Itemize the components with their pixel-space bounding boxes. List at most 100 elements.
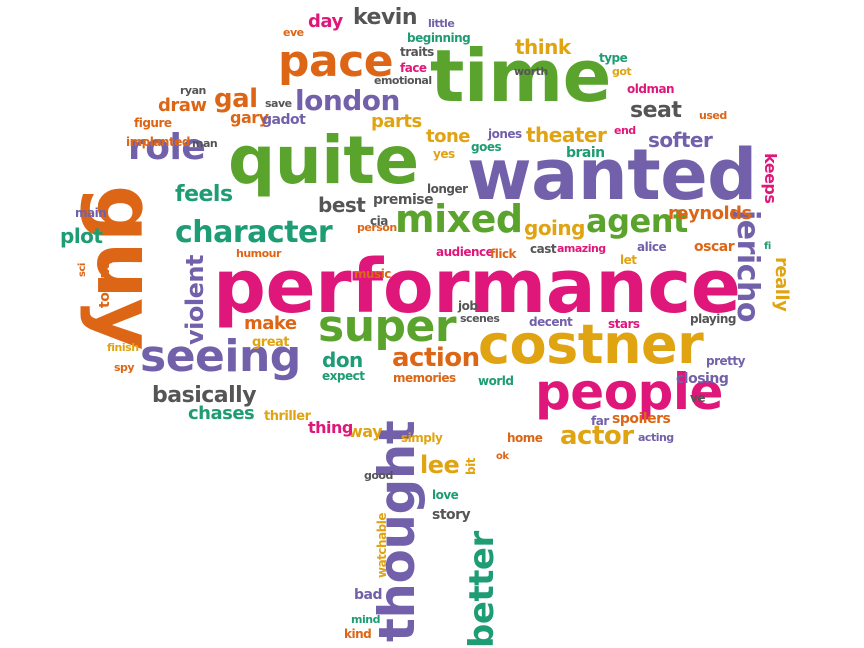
- word-keeps: keeps: [761, 153, 780, 204]
- word-feels: feels: [175, 182, 233, 207]
- word-plot: plot: [60, 224, 103, 248]
- word-role: role: [128, 127, 206, 168]
- word-wanted: wanted: [467, 134, 757, 216]
- word-good: good: [364, 469, 393, 482]
- word-decent: decent: [529, 315, 573, 329]
- word-brain: brain: [566, 145, 605, 161]
- word-spy: spy: [114, 361, 135, 374]
- word-draw: draw: [158, 95, 207, 116]
- word-jones: jones: [488, 127, 522, 141]
- word-closing: closing: [676, 371, 729, 387]
- word-type: type: [599, 51, 628, 65]
- word-better: better: [462, 531, 502, 648]
- word-little: little: [428, 17, 455, 30]
- word-gary: gary: [230, 108, 269, 127]
- word-chases: chases: [188, 403, 255, 424]
- word-ok: ok: [496, 451, 509, 462]
- word-main: main: [75, 206, 107, 220]
- word-really: really: [771, 257, 792, 312]
- word-emotional: emotional: [374, 74, 432, 87]
- word-finish: finish: [107, 341, 139, 354]
- word-jericho: jericho: [730, 210, 765, 322]
- word-bad: bad: [354, 587, 383, 603]
- word-end: end: [614, 124, 636, 137]
- word-best: best: [318, 193, 366, 217]
- word-alice: alice: [637, 240, 667, 254]
- word-music: music: [354, 267, 391, 281]
- word-eve: eve: [283, 26, 304, 39]
- word-fi: fi: [764, 241, 771, 252]
- word-going: going: [524, 216, 585, 240]
- word-thriller: thriller: [264, 409, 311, 424]
- word-time: time: [430, 34, 611, 118]
- word-simply: simply: [401, 431, 443, 445]
- word-gal: gal: [214, 84, 258, 114]
- word-costner: costner: [478, 313, 704, 376]
- word-yes: yes: [433, 147, 455, 161]
- word-mind: mind: [351, 613, 380, 626]
- word-beginning: beginning: [407, 31, 471, 45]
- word-kind: kind: [344, 627, 372, 641]
- word-cia: cia: [370, 214, 388, 228]
- word-used: used: [699, 109, 727, 122]
- word-parts: parts: [371, 111, 422, 132]
- word-violent: violent: [181, 255, 209, 345]
- word-playing: playing: [690, 312, 737, 326]
- word-far: far: [591, 414, 609, 428]
- word-amazing: amazing: [557, 242, 606, 255]
- word-pretty: pretty: [706, 354, 745, 368]
- word-expect: expect: [322, 369, 365, 383]
- word-man: man: [192, 137, 218, 150]
- word-worth: worth: [514, 65, 548, 78]
- word-think: think: [515, 35, 571, 59]
- word-premise: premise: [373, 192, 434, 208]
- word-action: action: [392, 343, 480, 373]
- word-make: make: [244, 313, 297, 334]
- word-scenes: scenes: [460, 312, 500, 325]
- word-cast: cast: [530, 242, 557, 256]
- word-london: london: [295, 84, 400, 117]
- word-watchable: watchable: [375, 512, 389, 578]
- word-great: great: [252, 335, 290, 350]
- word-longer: longer: [427, 182, 468, 196]
- word-reynolds: reynolds: [668, 203, 752, 224]
- word-implanted: implanted: [126, 135, 190, 149]
- word-acting: acting: [638, 431, 674, 444]
- word-let: let: [620, 253, 637, 267]
- word-person: person: [357, 221, 397, 234]
- word-ryan: ryan: [180, 84, 206, 97]
- word-actor: actor: [560, 421, 634, 451]
- word-flick: flick: [490, 247, 517, 261]
- word-lee: lee: [420, 451, 460, 479]
- word-theater: theater: [526, 123, 607, 147]
- word-bit: bit: [464, 458, 478, 475]
- word-quite: quite: [228, 122, 419, 199]
- word-memories: memories: [393, 371, 456, 385]
- word-sci: sci: [77, 263, 88, 277]
- word-oscar: oscar: [694, 239, 735, 255]
- word-kevin: kevin: [353, 5, 418, 30]
- word-seat: seat: [630, 98, 682, 123]
- word-performance: performance: [213, 244, 741, 330]
- word-character: character: [175, 215, 333, 250]
- word-don: don: [322, 348, 363, 372]
- word-mixed: mixed: [395, 197, 523, 241]
- word-super: super: [318, 301, 457, 352]
- word-got: got: [612, 65, 632, 78]
- word-save: save: [265, 97, 292, 110]
- word-spoilers: spoilers: [612, 411, 671, 427]
- word-gadot: gadot: [262, 112, 306, 128]
- word-figure: figure: [134, 116, 172, 130]
- word-day: day: [308, 11, 343, 32]
- word-story: story: [432, 507, 471, 523]
- word-softer: softer: [648, 128, 713, 152]
- word-thing: thing: [308, 418, 353, 437]
- word-world: world: [478, 374, 514, 388]
- word-way: way: [348, 422, 383, 441]
- word-pace: pace: [278, 36, 394, 87]
- word-seeing: seeing: [140, 331, 301, 382]
- word-tommy: tommy: [97, 255, 113, 308]
- word-agent: agent: [586, 202, 688, 240]
- word-job: job: [458, 299, 478, 313]
